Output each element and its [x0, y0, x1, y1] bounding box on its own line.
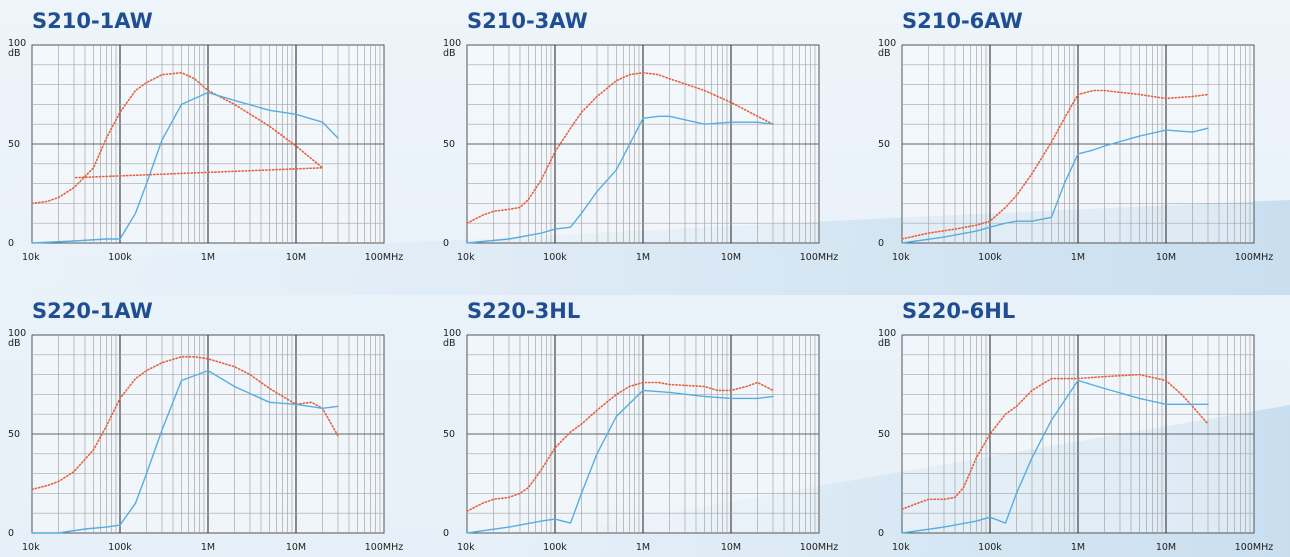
y-tick-label: 50: [443, 139, 455, 150]
y-tick-label: 100: [878, 328, 896, 339]
y-tick-label: 0: [443, 528, 449, 539]
x-tick-label: 1M: [201, 252, 215, 263]
y-tick-label: 0: [8, 238, 14, 249]
x-tick-label: 10k: [22, 252, 40, 263]
y-tick-label: 0: [878, 528, 884, 539]
series-line-dotted: [901, 373, 1209, 510]
y-tick-label: 100: [878, 38, 896, 49]
series-line-solid: [31, 369, 339, 534]
series-line-dotted: [31, 71, 324, 205]
x-tick-label: 1M: [201, 542, 215, 553]
chart-title: S220-1AW: [32, 299, 153, 323]
x-tick-label: 100MHz: [800, 542, 838, 553]
y-tick-label: 0: [443, 238, 449, 249]
background-wave: [0, 200, 1290, 295]
x-tick-label: 10M: [1156, 542, 1176, 553]
x-tick-label: 10M: [721, 252, 741, 263]
y-tick-label: 0: [878, 238, 884, 249]
chart-title: S210-3AW: [467, 9, 588, 33]
chart-panel: S220-6HL 100 50 0 dB 10k 100k 1M 10M 100MHz: [878, 299, 1273, 553]
y-tick-label: 50: [878, 429, 890, 440]
y-unit-label: dB: [8, 48, 21, 59]
x-tick-label: 100MHz: [365, 252, 403, 263]
y-unit-label: dB: [8, 338, 21, 349]
series-line-dotted: [466, 71, 774, 224]
y-tick-label: 100: [8, 328, 26, 339]
series-line-dotted: [901, 89, 1209, 240]
series-line-solid: [466, 389, 774, 534]
y-tick-label: 50: [443, 429, 455, 440]
x-tick-label: 10M: [286, 252, 306, 263]
chart-panel: S220-1AW 100 50 0 dB 10k 100k 1M 10M 100MHz: [8, 299, 403, 553]
x-tick-label: 10M: [721, 542, 741, 553]
chart-panel: S220-3HL 100 50 0 dB 10k 100k 1M 10M 100MHz: [443, 299, 838, 553]
x-tick-label: 100k: [108, 542, 132, 553]
background-wave: [430, 405, 1290, 557]
chart-panel: S210-3AW 100 50 0 dB 10k 100k 1M 10M 100MHz: [443, 9, 838, 263]
x-tick-label: 1M: [1071, 252, 1085, 263]
y-unit-label: dB: [878, 48, 891, 59]
x-tick-label: 1M: [1071, 542, 1085, 553]
chart-title: S210-1AW: [32, 9, 153, 33]
series-line-dotted: [466, 381, 774, 512]
x-tick-label: 10k: [892, 252, 910, 263]
y-tick-label: 100: [8, 38, 26, 49]
chart-title: S210-6AW: [902, 9, 1023, 33]
series-line-solid: [466, 115, 774, 244]
x-tick-label: 1M: [636, 252, 650, 263]
chart-panel: S210-6AW 100 50 0 dB 10k 100k 1M 10M 100MHz: [878, 9, 1273, 263]
x-tick-label: 100MHz: [365, 542, 403, 553]
x-tick-label: 100k: [108, 252, 132, 263]
chart-panel: S210-1AW 100 50 0 dB 10k 100k 1M 10M 100MHz: [8, 9, 403, 263]
y-tick-label: 50: [8, 139, 20, 150]
y-tick-label: 100: [443, 38, 461, 49]
y-tick-label: 50: [8, 429, 20, 440]
x-tick-label: 10k: [892, 542, 910, 553]
x-tick-label: 100k: [543, 252, 567, 263]
y-tick-label: 50: [878, 139, 890, 150]
x-tick-label: 100MHz: [1235, 252, 1273, 263]
y-unit-label: dB: [443, 48, 456, 59]
series-line-solid: [31, 91, 339, 244]
x-tick-label: 10M: [1156, 252, 1176, 263]
x-tick-label: 100MHz: [1235, 542, 1273, 553]
y-tick-label: 100: [443, 328, 461, 339]
y-unit-label: dB: [878, 338, 891, 349]
x-tick-label: 10M: [286, 542, 306, 553]
series-line-solid: [901, 379, 1209, 534]
chart-title: S220-3HL: [467, 299, 580, 323]
x-tick-label: 10k: [457, 252, 475, 263]
series-line-dotted: [31, 356, 339, 491]
y-tick-label: 0: [8, 528, 14, 539]
x-tick-label: 10k: [22, 542, 40, 553]
chart-title: S220-6HL: [902, 299, 1015, 323]
x-tick-label: 10k: [457, 542, 475, 553]
y-unit-label: dB: [443, 338, 456, 349]
x-tick-label: 1M: [636, 542, 650, 553]
x-tick-label: 100k: [543, 542, 567, 553]
x-tick-label: 100MHz: [800, 252, 838, 263]
x-tick-label: 100k: [978, 542, 1002, 553]
series-line-solid: [901, 127, 1209, 244]
x-tick-label: 100k: [978, 252, 1002, 263]
